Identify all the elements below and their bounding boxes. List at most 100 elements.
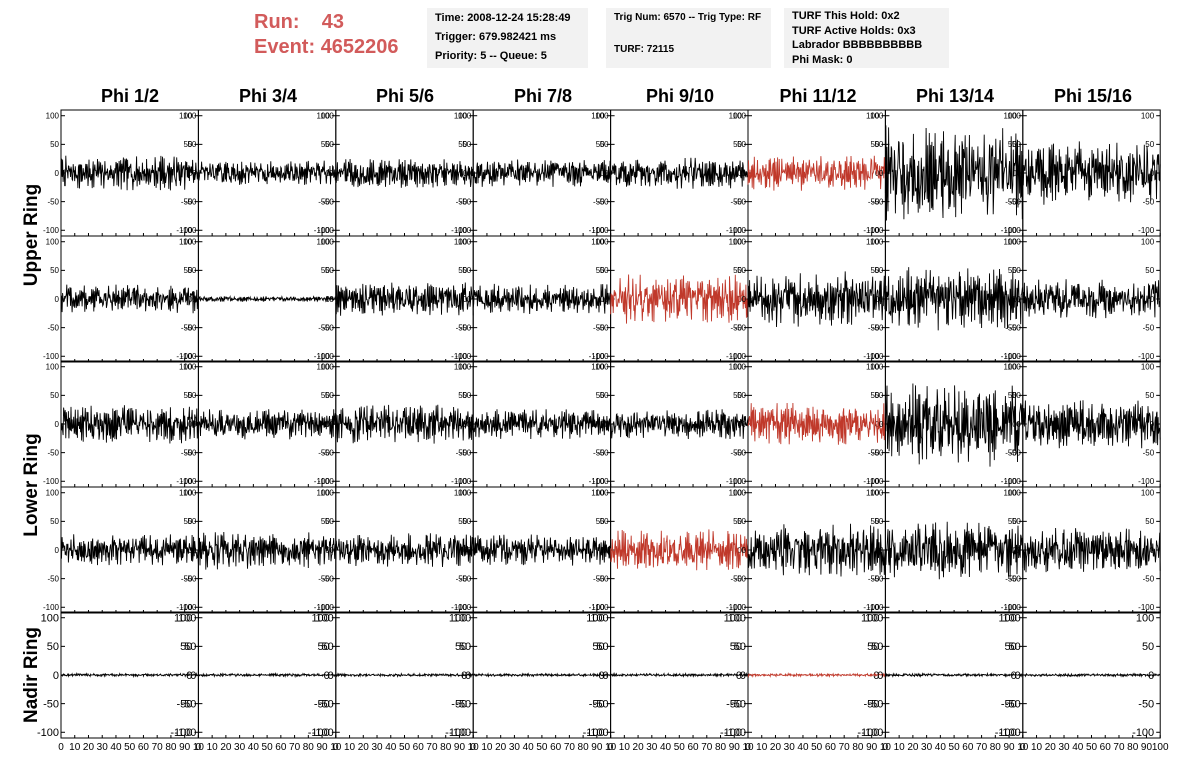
y-tick-label-left: -50: [322, 197, 334, 206]
y-tick-label-left: 50: [600, 517, 609, 526]
y-tick-label-left: 100: [458, 363, 472, 372]
y-tick-label-right: 100: [1003, 238, 1017, 247]
y-tick-label-right: -100: [1001, 477, 1018, 486]
y-tick-label-right: -100: [726, 352, 743, 361]
y-tick-label-left: 0: [329, 295, 334, 304]
y-tick-label-right: -100: [314, 352, 331, 361]
y-tick-label-right: -50: [589, 698, 605, 710]
waveform-trace-r0-c7: [1022, 141, 1161, 205]
y-tick-label-left: 100: [458, 238, 472, 247]
x-tick-label: 40: [660, 742, 672, 753]
y-tick-label-right: 100: [1003, 112, 1017, 121]
y-tick-label-left: -50: [43, 698, 59, 710]
y-tick-label-left: 0: [879, 169, 884, 178]
waveform-trace-r0-c4: [610, 157, 749, 189]
x-tick-label: 10: [894, 742, 906, 753]
y-tick-label-left: 0: [879, 546, 884, 555]
x-tick-label: 40: [248, 742, 260, 753]
y-tick-label-right: -50: [593, 448, 605, 457]
x-tick-label: 60: [275, 742, 287, 753]
x-tick-label: 20: [358, 742, 370, 753]
y-tick-label-right: -100: [176, 352, 193, 361]
waveform-trace-r2-c4: [610, 409, 749, 440]
y-tick-label-right: 100: [866, 238, 880, 247]
y-tick-label-right: -50: [730, 197, 742, 206]
y-tick-label-right: 50: [870, 266, 879, 275]
y-tick-label-right: 100: [861, 613, 879, 625]
y-tick-label-left: -100: [180, 477, 197, 486]
phi-header-5: Phi 9/10: [645, 86, 715, 106]
x-tick-label: 80: [715, 742, 727, 753]
y-tick-label-right: -50: [456, 197, 468, 206]
y-tick-label-left: 50: [871, 641, 883, 653]
y-tick-label-right: 100: [1003, 363, 1017, 372]
x-tick-label: 40: [935, 742, 947, 753]
waveform-trace-r1-c2: [335, 282, 474, 316]
y-tick-label-left: 100: [595, 112, 609, 121]
run-row: Run: 43: [254, 10, 399, 35]
y-tick-label-right: 50: [1008, 266, 1017, 275]
y-tick-label-left: 0: [1016, 169, 1021, 178]
y-tick-label-right: 100: [866, 112, 880, 121]
y-tick-label-left: -50: [455, 698, 471, 710]
y-tick-label-right: 100: [1136, 613, 1154, 625]
y-tick-label-left: 100: [320, 363, 334, 372]
y-tick-label-left: 0: [877, 670, 883, 682]
y-tick-label-right: 50: [458, 391, 467, 400]
y-tick-label-right: 50: [1142, 641, 1154, 653]
y-tick-label-right: -100: [863, 477, 880, 486]
y-tick-label-right: 50: [183, 517, 192, 526]
y-tick-label-right: 100: [316, 489, 330, 498]
x-tick-label: 0: [196, 742, 202, 753]
y-tick-label-left: 100: [1002, 613, 1020, 625]
x-tick-label: 60: [138, 742, 150, 753]
y-tick-label-right: 100: [586, 613, 604, 625]
turf-text: TURF: 72115: [614, 44, 675, 55]
x-tick-label: 50: [399, 742, 411, 753]
y-tick-label-left: 50: [737, 391, 746, 400]
y-tick-label-right: -100: [445, 727, 467, 739]
y-tick-label-left: 50: [737, 140, 746, 149]
y-tick-label-right: -50: [868, 197, 880, 206]
x-tick-label: 70: [426, 742, 438, 753]
y-tick-label-left: -100: [867, 226, 884, 235]
event-value: 4652206: [320, 36, 399, 58]
y-tick-label-left: 0: [1016, 546, 1021, 555]
y-tick-label-left: 50: [874, 140, 883, 149]
y-tick-label-right: -100: [1001, 603, 1018, 612]
y-tick-label-left: 50: [50, 266, 59, 275]
y-tick-label-left: -100: [730, 226, 747, 235]
y-tick-label-left: 0: [604, 169, 609, 178]
y-tick-label-right: -100: [314, 603, 331, 612]
x-tick-label: 90: [1003, 742, 1015, 753]
y-tick-label-right: 100: [724, 613, 742, 625]
x-tick-label: 90: [866, 742, 878, 753]
y-tick-label-right: 100: [316, 238, 330, 247]
y-tick-label-left: 100: [595, 238, 609, 247]
x-tick-label: 80: [990, 742, 1002, 753]
x-tick-label: 80: [578, 742, 590, 753]
y-tick-label-right: -50: [726, 698, 742, 710]
y-tick-label-left: -100: [180, 603, 197, 612]
phi-header-4: Phi 7/8: [513, 86, 573, 106]
phi-header-3: Phi 5/6: [375, 86, 435, 106]
y-tick-label-left: -100: [730, 477, 747, 486]
y-tick-label-right: 100: [311, 613, 329, 625]
x-tick-label: 10: [619, 742, 631, 753]
y-tick-label-right: 50: [733, 517, 742, 526]
y-tick-label-right: -100: [314, 226, 331, 235]
phi-header-8: Phi 15/16: [1053, 86, 1133, 106]
y-tick-label-left: -100: [455, 477, 472, 486]
y-tick-label-right: 100: [454, 238, 468, 247]
y-tick-label-right: 100: [454, 112, 468, 121]
waveform-trace-r0-c6: [884, 125, 1024, 221]
y-tick-label-left: 50: [187, 266, 196, 275]
y-tick-label-right: 100: [316, 363, 330, 372]
y-tick-label-left: 50: [1012, 140, 1021, 149]
x-tick-label: 60: [687, 742, 699, 753]
y-tick-label-right: -50: [181, 574, 193, 583]
y-tick-label-right: 100: [591, 238, 605, 247]
y-tick-label-left: -100: [318, 603, 335, 612]
y-tick-label-left: -50: [597, 197, 609, 206]
y-tick-label-left: 100: [46, 238, 60, 247]
